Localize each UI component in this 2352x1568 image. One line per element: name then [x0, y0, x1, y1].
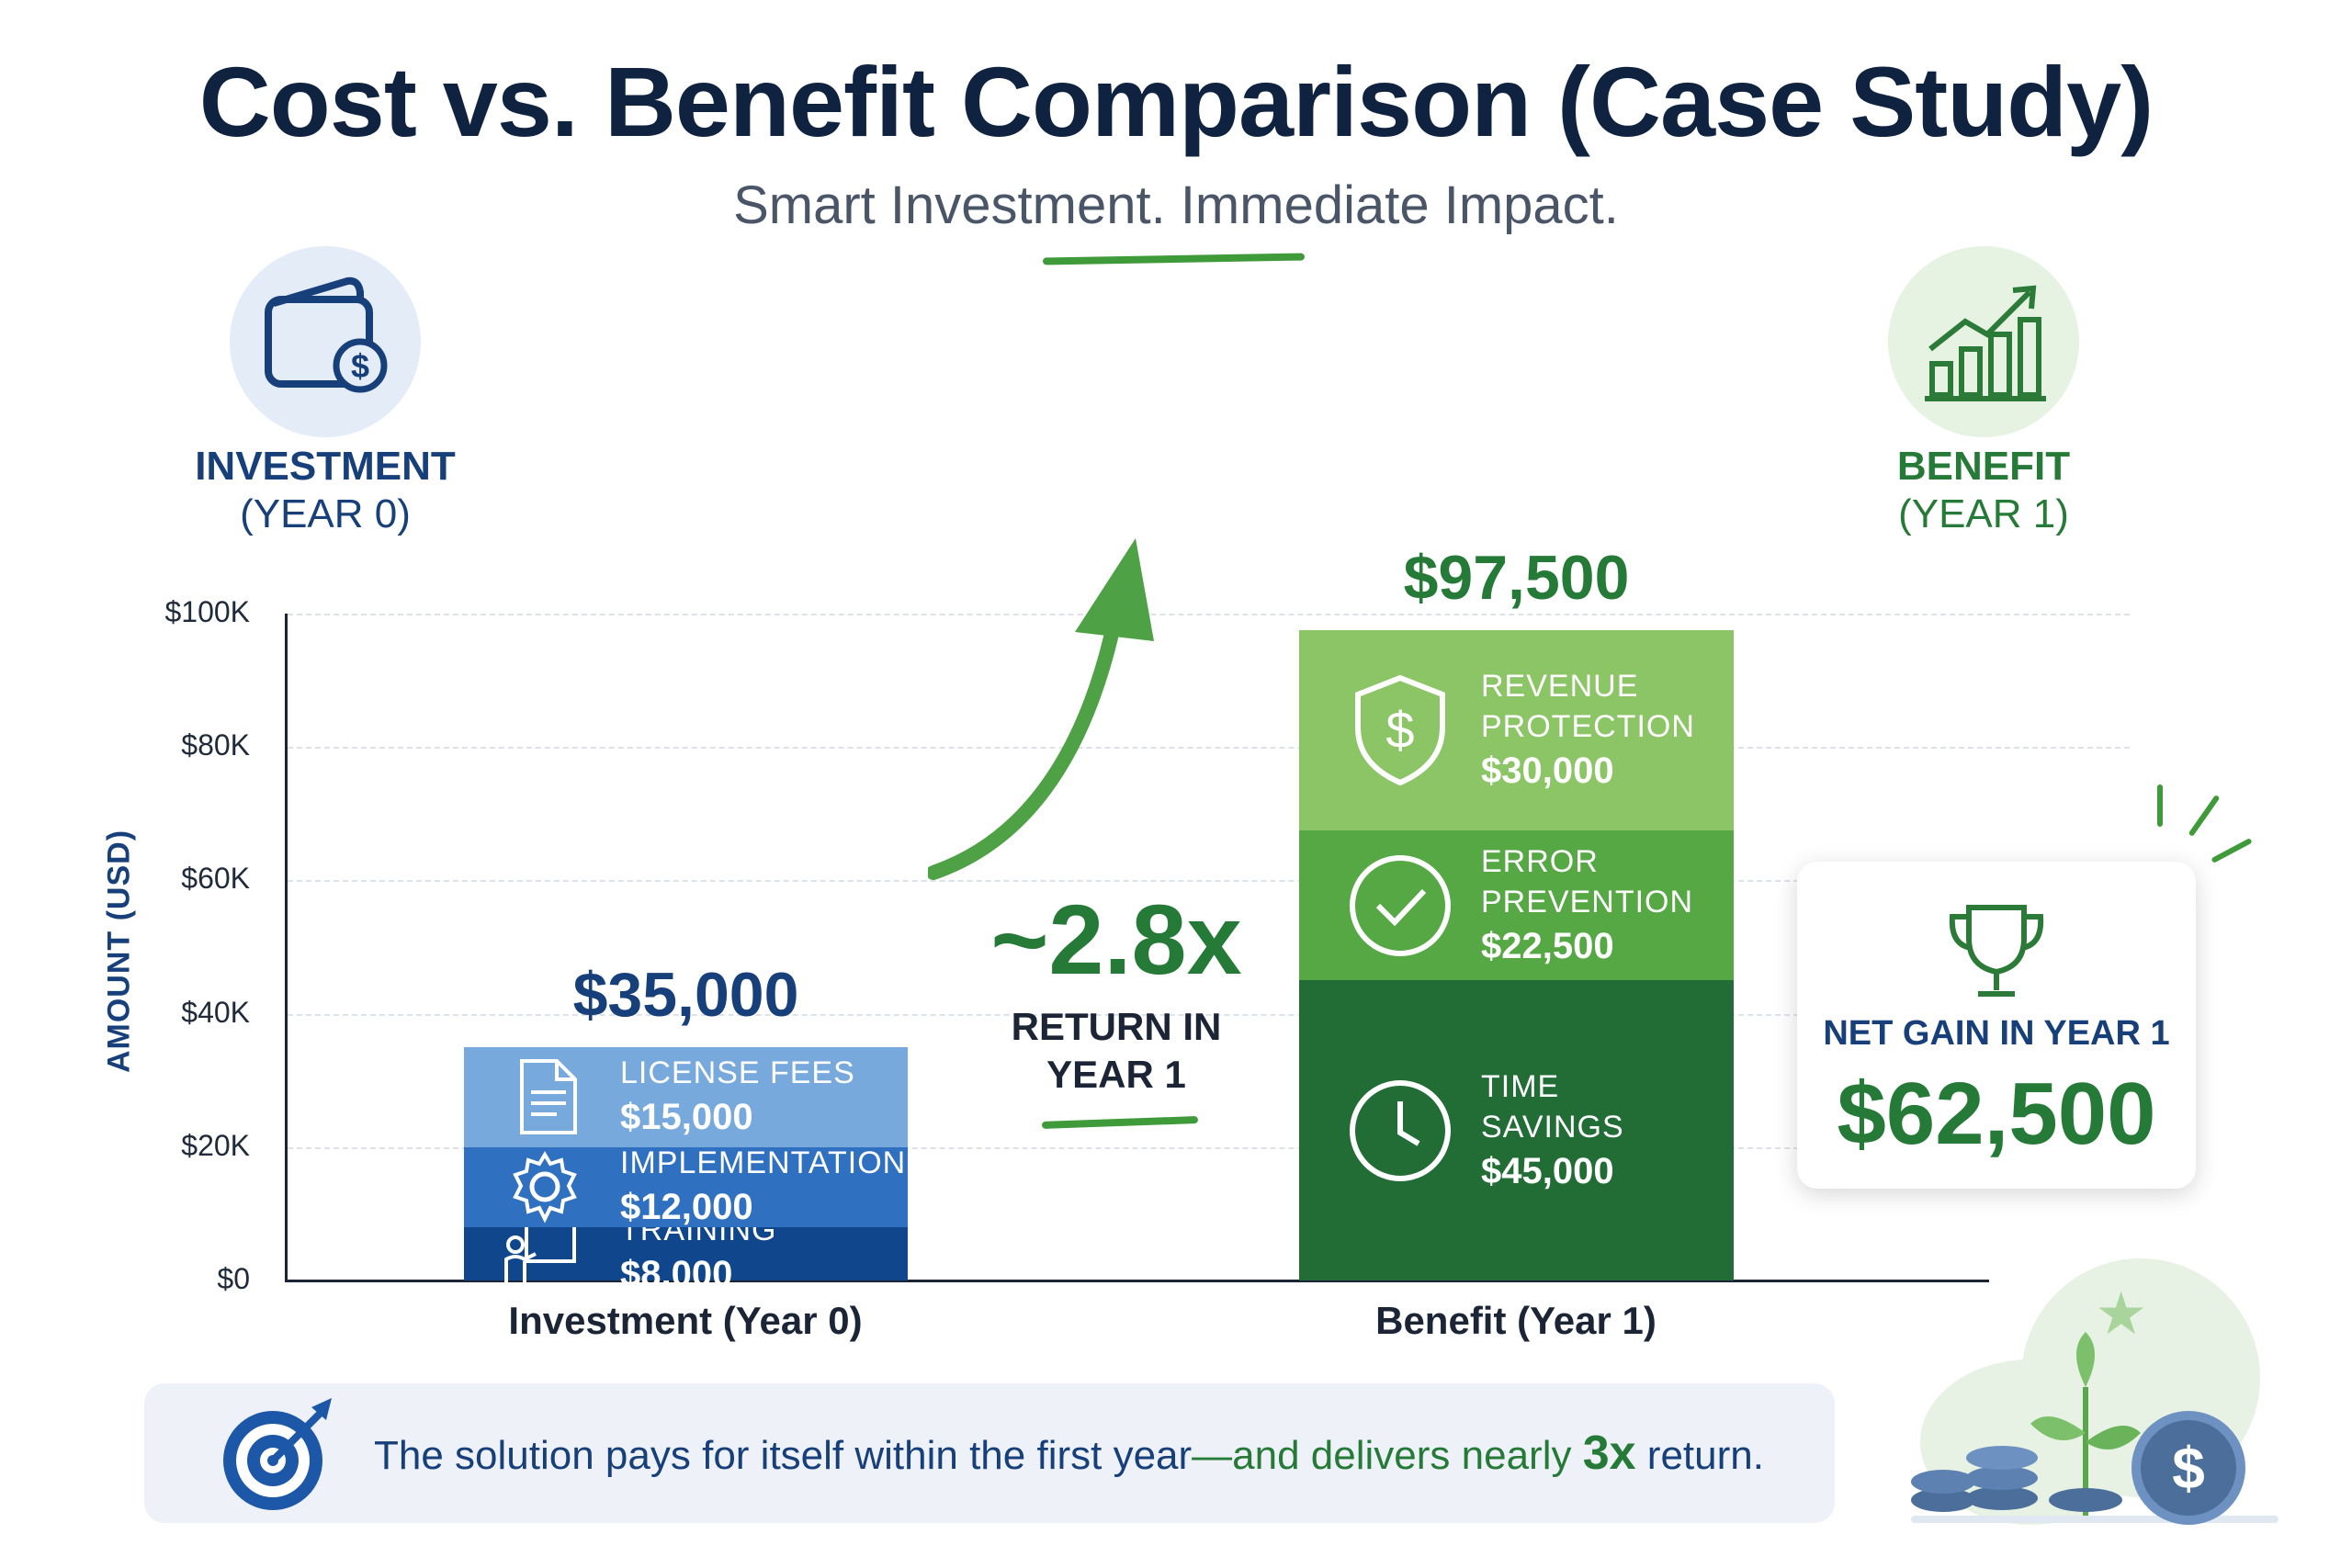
y-tick-label: $80K: [181, 728, 250, 762]
segment-error-prevention-name: ERROR PREVENTION: [1481, 843, 1694, 919]
gear-icon: [513, 1151, 577, 1224]
segment-time-savings-name: TIME SAVINGS: [1481, 1068, 1624, 1145]
wallet-dollar-icon: $: [265, 276, 388, 393]
segment-implementation-name: IMPLEMENTATION: [620, 1145, 907, 1181]
segment-license-fees-value: $15,000: [620, 1097, 753, 1138]
shield-dollar-icon: $: [1355, 674, 1445, 786]
segment-license-fees-name: LICENSE FEES: [620, 1055, 855, 1091]
footer-text: The solution pays for itself within the …: [374, 1426, 1764, 1481]
segment-time-savings: TIME SAVINGS $45,000: [1299, 980, 1734, 1280]
grid-line: [288, 880, 2130, 883]
y-axis-title: AMOUNT (USD): [101, 829, 137, 1074]
segment-time-savings-value: $45,000: [1481, 1150, 1614, 1191]
y-tick-label: $100K: [164, 595, 250, 628]
footer-banner: The solution pays for itself within the …: [144, 1383, 1835, 1523]
trophy-icon: [1949, 905, 2044, 997]
page-subtitle: Smart Investment. Immediate Impact.: [733, 175, 1619, 235]
svg-text:$: $: [351, 347, 369, 385]
multiplier-label: RETURN IN YEAR 1: [1011, 1005, 1222, 1096]
star-icon: ★: [2095, 1280, 2148, 1347]
growth-arrow-icon: [928, 538, 1154, 880]
y-tick-label: $40K: [181, 995, 250, 1029]
net-gain-label: NET GAIN IN YEAR 1: [1823, 1014, 2170, 1053]
investment-header-line2: (YEAR 0): [240, 491, 411, 536]
y-tick-label: $20K: [181, 1128, 250, 1162]
x-category-benefit: Benefit (Year 1): [1375, 1299, 1657, 1342]
segment-training: TRAINING $8,000: [464, 1213, 908, 1294]
grid-line: [288, 1013, 2130, 1016]
subtitle-underline: [1042, 253, 1306, 265]
segment-revenue-protection: $ REVENUE PROTECTION $30,000: [1299, 630, 1734, 830]
grid-line: [288, 747, 2130, 750]
net-gain-value: $62,500: [1837, 1065, 2156, 1163]
segment-license-fees: LICENSE FEES $15,000: [464, 1046, 908, 1147]
segment-training-value: $8,000: [620, 1253, 733, 1294]
benefit-header-line1: BENEFIT: [1896, 444, 2071, 489]
investment-icon-circle: $: [230, 246, 421, 437]
footer-text-end: return.: [1635, 1433, 1764, 1478]
multiplier-underline: [1041, 1116, 1199, 1129]
segment-error-prevention: ERROR PREVENTION $22,500: [1299, 829, 1734, 981]
y-axis-line: [285, 614, 288, 1282]
x-axis-line: [285, 1280, 1989, 1282]
benefit-total-label: $97,500: [1403, 543, 1630, 614]
investment-header-label: INVESTMENT (YEAR 0): [160, 443, 491, 538]
net-gain-sparkle-icon: [2150, 781, 2269, 882]
grid-line: [288, 1146, 2130, 1149]
svg-text:$: $: [1385, 701, 1414, 759]
target-icon: [223, 1398, 332, 1510]
y-tick-label: $0: [217, 1262, 250, 1295]
benefit-header-label: BENEFIT (YEAR 1): [1818, 443, 2149, 538]
y-tick-label: $60K: [181, 862, 250, 896]
clock-icon: [1350, 1079, 1451, 1181]
page-title: Cost vs. Benefit Comparison (Case Study): [198, 46, 2154, 157]
segment-implementation-value: $12,000: [620, 1187, 753, 1228]
check-circle-icon: [1350, 854, 1451, 956]
multiplier-value: ~2.8x: [990, 884, 1242, 995]
investment-total-label: $35,000: [572, 959, 799, 1030]
footer-text-main: The solution pays for itself within the …: [374, 1433, 1193, 1478]
coins-plant-illustration: ★ $: [1911, 1240, 2278, 1543]
segment-revenue-protection-value: $30,000: [1481, 750, 1614, 792]
benefit-header-line2: (YEAR 1): [1898, 491, 2069, 536]
document-icon: [520, 1059, 577, 1135]
bar-investment: TRAINING $8,000 IMPLEMENTATION $12,000 L…: [464, 1046, 908, 1294]
net-gain-card: NET GAIN IN YEAR 1 $62,500: [1797, 862, 2196, 1189]
benefit-icon-circle: [1888, 246, 2079, 437]
x-category-investment: Investment (Year 0): [508, 1299, 863, 1342]
segment-error-prevention-value: $22,500: [1481, 925, 1614, 966]
bar-benefit: TIME SAVINGS $45,000 ERROR PREVENTION $2…: [1299, 630, 1734, 1280]
footer-text-3x: 3x: [1582, 1427, 1636, 1480]
dollar-coin-icon: $: [2132, 1411, 2245, 1525]
segment-revenue-protection-name: REVENUE PROTECTION: [1481, 669, 1695, 745]
investment-header-line1: INVESTMENT: [195, 444, 456, 489]
segment-implementation: IMPLEMENTATION $12,000: [464, 1145, 908, 1228]
grid-line: [288, 614, 2130, 615]
footer-text-green: —and delivers nearly: [1192, 1433, 1583, 1478]
growth-chart-icon: [1925, 285, 2046, 401]
